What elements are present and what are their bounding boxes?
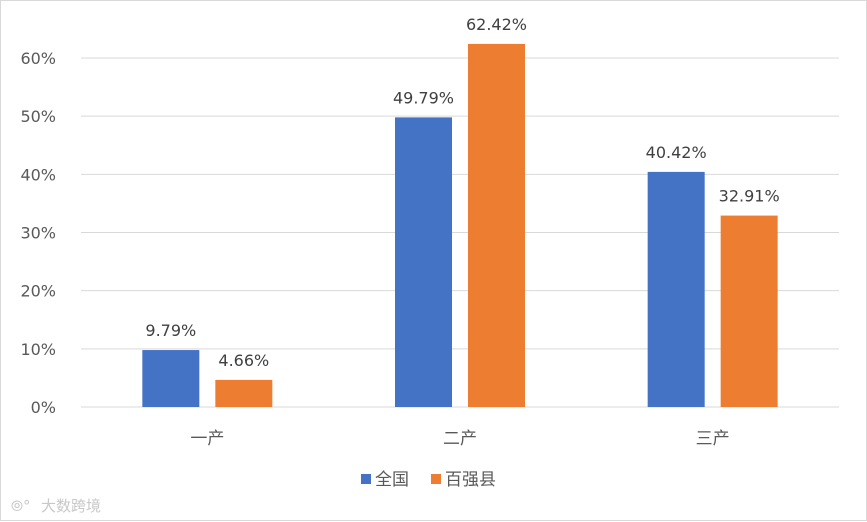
bar xyxy=(720,215,778,407)
y-tick-label: 40% xyxy=(20,165,56,184)
y-tick-label: 20% xyxy=(20,282,56,301)
gridlines xyxy=(81,57,839,408)
x-category-label: 二产 xyxy=(443,429,477,449)
legend: 全国 百强县 xyxy=(361,470,496,490)
y-tick-label: 60% xyxy=(20,49,56,68)
bar xyxy=(395,117,452,407)
bar xyxy=(142,350,200,407)
data-label: 49.79% xyxy=(393,88,454,107)
watermark-logo: ⦾° xyxy=(11,497,31,515)
y-axis-ticks: 0% 10% 20% 30% 40% 50% 60% xyxy=(20,49,56,417)
x-category-label: 三产 xyxy=(696,429,730,449)
data-label: 32.91% xyxy=(719,187,780,206)
bar xyxy=(215,379,273,407)
y-tick-label: 50% xyxy=(20,107,56,126)
legend-label: 百强县 xyxy=(445,470,496,490)
data-label: 4.66% xyxy=(218,351,269,370)
y-tick-label: 0% xyxy=(31,398,56,417)
data-label: 62.42% xyxy=(466,15,527,34)
bar xyxy=(647,171,705,407)
legend-label: 全国 xyxy=(375,470,409,490)
legend-swatch xyxy=(361,474,371,484)
x-category-label: 一产 xyxy=(190,429,224,449)
watermark-text: 大数跨境 xyxy=(41,497,101,515)
legend-swatch xyxy=(431,474,441,484)
data-label: 40.42% xyxy=(646,143,707,162)
bar xyxy=(468,43,525,407)
x-axis-categories: 一产 二产 三产 xyxy=(190,429,729,449)
data-label: 9.79% xyxy=(145,321,196,340)
watermark: ⦾° 大数跨境 xyxy=(11,497,101,515)
bars xyxy=(142,43,778,407)
y-tick-label: 10% xyxy=(20,340,56,359)
data-labels: 9.79% 4.66% 49.79% 62.42% 40.42% 32.91% xyxy=(145,15,779,370)
y-tick-label: 30% xyxy=(20,224,56,243)
